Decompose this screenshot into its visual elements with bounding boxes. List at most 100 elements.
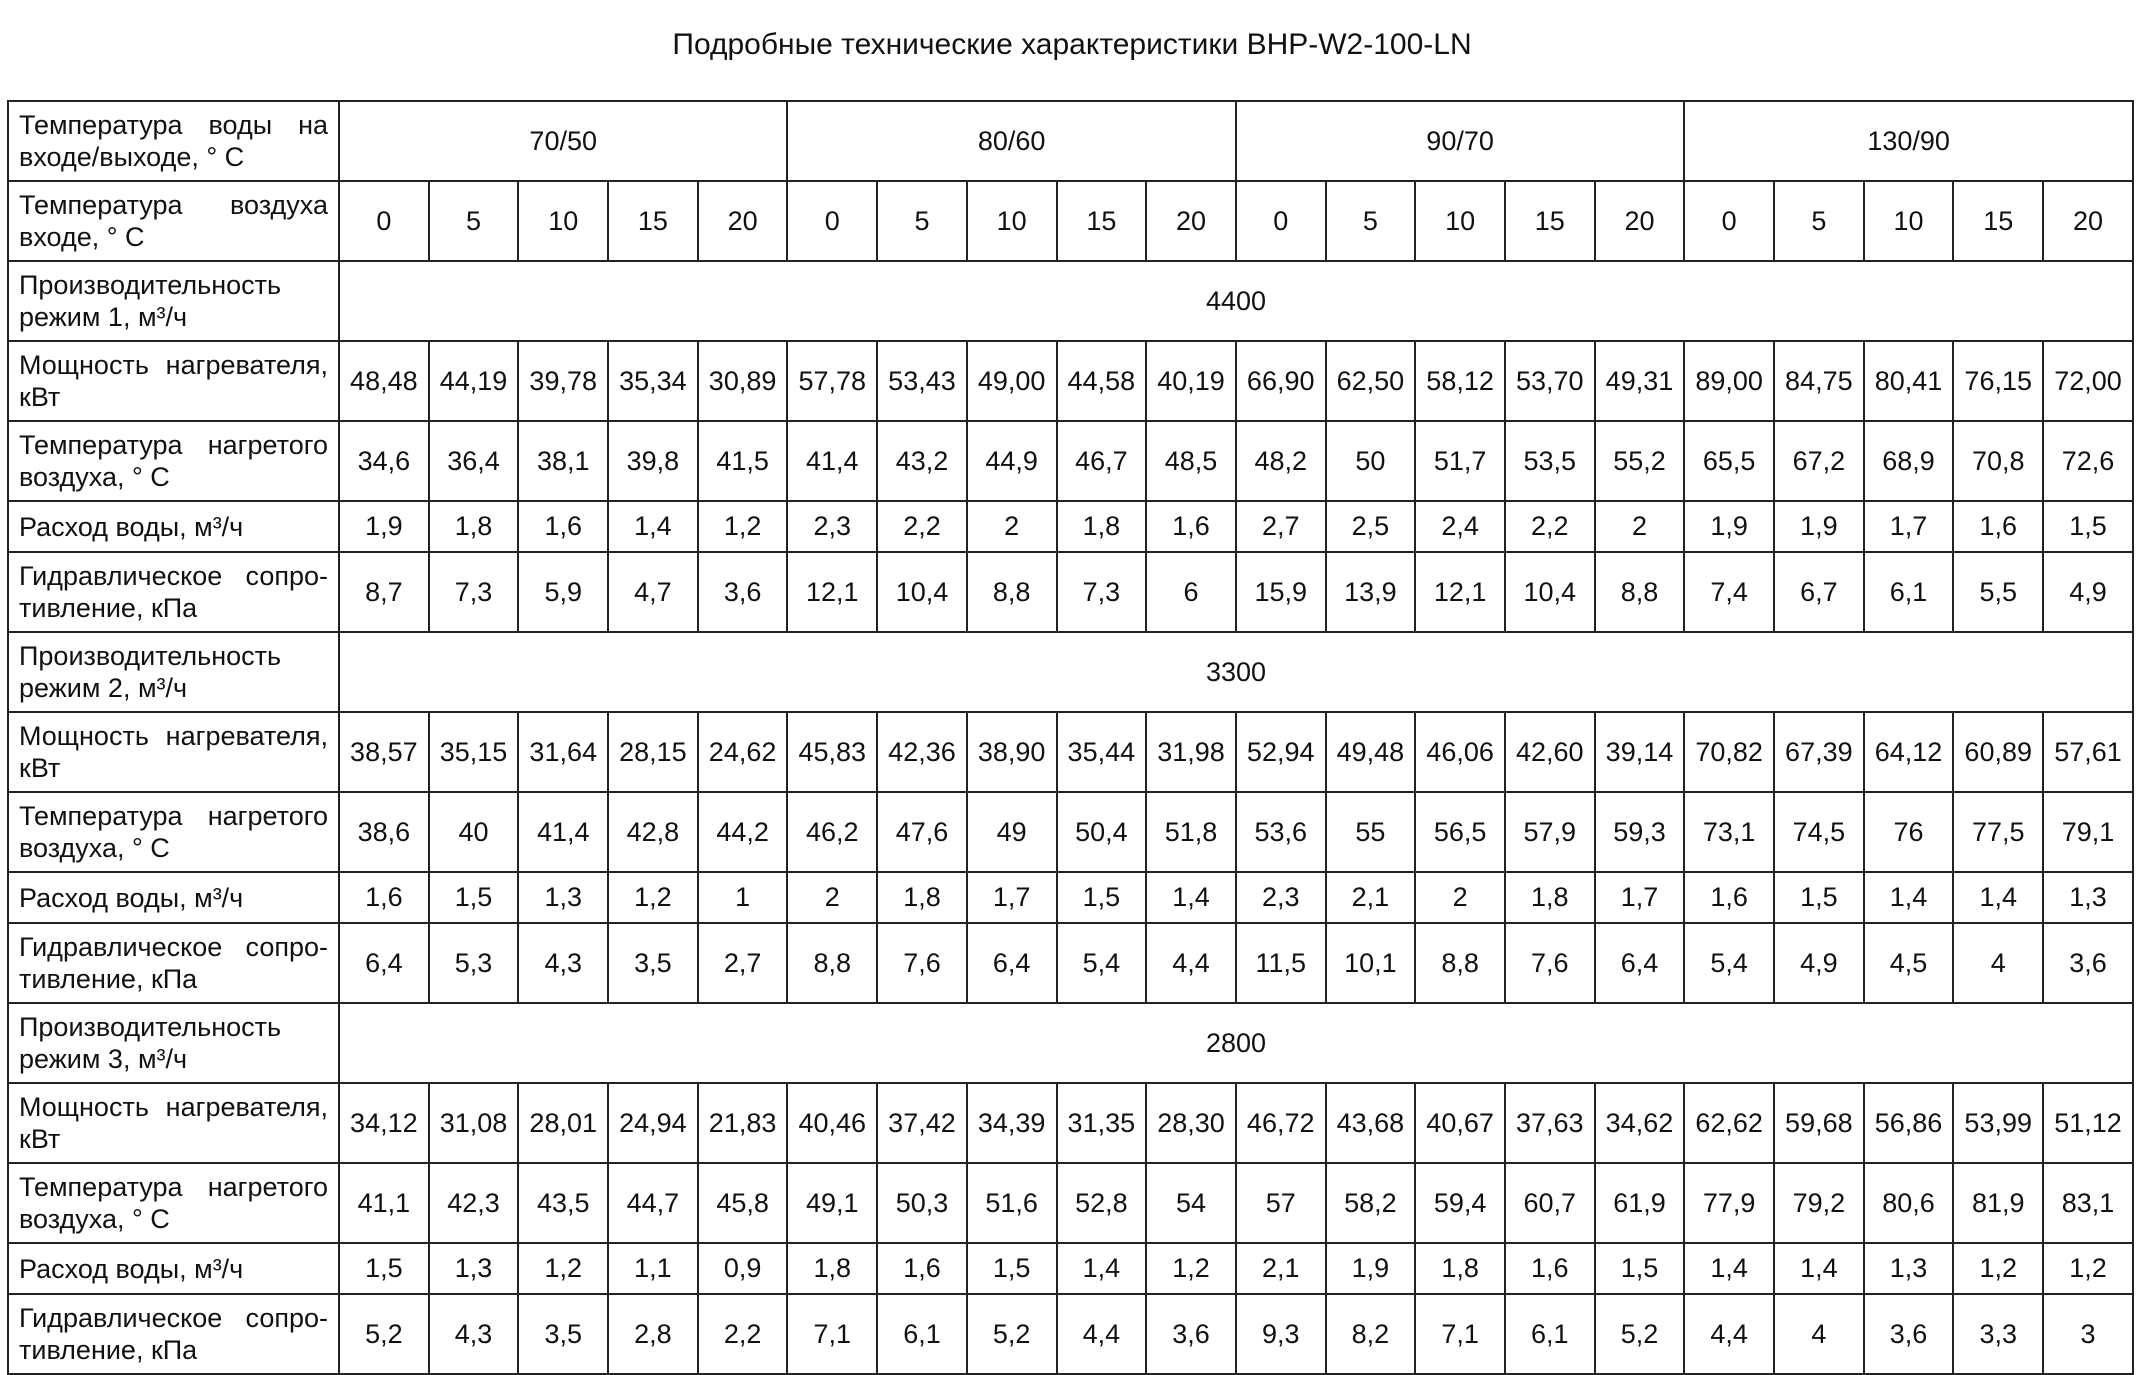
table-cell: 12,1 xyxy=(1414,551,1506,633)
table-cell: 50,4 xyxy=(1055,791,1148,873)
table-cell: 5,9 xyxy=(517,551,610,633)
table-cell: 35,34 xyxy=(607,340,699,422)
table-row: Температура нагретого воздуха, ° С 41,1 42… xyxy=(7,1162,2134,1244)
column-header: 20 xyxy=(2042,180,2134,262)
table-cell: 1,5 xyxy=(965,1242,1058,1295)
table-cell: 39,14 xyxy=(1593,711,1686,793)
table-cell: 8,2 xyxy=(1324,1293,1417,1375)
column-header: 15 xyxy=(1503,180,1596,262)
title: Подробные технические характеристики BHP… xyxy=(672,28,1472,61)
table-cell: 7,3 xyxy=(1055,551,1148,633)
table-cell: 39,78 xyxy=(517,340,610,422)
table-row: Мощность нагревателя, кВт 34,12 31,08 28,01… xyxy=(7,1082,2134,1164)
table-cell: 83,1 xyxy=(2042,1162,2134,1244)
table-cell: 77,9 xyxy=(1683,1162,1775,1244)
table-cell: 2,1 xyxy=(1324,871,1417,924)
column-header: 5 xyxy=(876,180,968,262)
table-cell: 1,7 xyxy=(1593,871,1686,924)
table-row: Расход воды, м³/ч 1,9 1,8 1,6 1,4 1,2 2,3 2,2 2 1… xyxy=(7,500,2134,553)
table-cell: 81,9 xyxy=(1952,1162,2045,1244)
table-cell: 72,00 xyxy=(2042,340,2134,422)
table-cell: 2 xyxy=(786,871,879,924)
table-cell: 1,6 xyxy=(1503,1242,1596,1295)
column-header: 15 xyxy=(607,180,699,262)
table-cell: 5,4 xyxy=(1683,922,1775,1004)
column-header: 10 xyxy=(1414,180,1506,262)
table-cell: 49,48 xyxy=(1324,711,1417,793)
table-cell: 51,8 xyxy=(1145,791,1237,873)
table-cell: 4 xyxy=(1952,922,2045,1004)
table-cell: 57,61 xyxy=(2042,711,2134,793)
row-label: Температура воздуха входе, ° С xyxy=(7,180,340,262)
table-cell: 3,6 xyxy=(1145,1293,1237,1375)
table-cell: 60,89 xyxy=(1952,711,2045,793)
table-cell: 15,9 xyxy=(1234,551,1327,633)
table-cell: 2,7 xyxy=(696,922,789,1004)
table-cell: 6,1 xyxy=(1862,551,1955,633)
table-cell: 46,06 xyxy=(1414,711,1506,793)
column-header: 5 xyxy=(1773,180,1865,262)
table-cell: 59,3 xyxy=(1593,791,1686,873)
table-cell: 1,6 xyxy=(876,1242,968,1295)
table-cell: 58,12 xyxy=(1414,340,1506,422)
table-row: Гидравлическое сопро-тивление, кПа 6,4 5,3… xyxy=(7,922,2134,1004)
table-cell: 42,60 xyxy=(1503,711,1596,793)
table-cell: 7,1 xyxy=(786,1293,879,1375)
table-cell: 1,8 xyxy=(1055,500,1148,553)
table-cell: 53,70 xyxy=(1503,340,1596,422)
table-cell: 79,2 xyxy=(1773,1162,1865,1244)
table-cell: 2,3 xyxy=(1234,871,1327,924)
table-cell: 6,1 xyxy=(876,1293,968,1375)
table-cell: 34,39 xyxy=(965,1082,1058,1164)
column-header: 0 xyxy=(1683,180,1775,262)
table-cell: 89,00 xyxy=(1683,340,1775,422)
column-header: 5 xyxy=(1324,180,1417,262)
table-cell: 37,63 xyxy=(1503,1082,1596,1164)
table-row: Производительность режим 2, м³/ч 3300 xyxy=(7,631,2134,713)
group-header: 90/70 xyxy=(1234,100,1686,182)
table-cell: 2,4 xyxy=(1414,500,1506,553)
table-row: Температура воздуха входе, ° С 0 5 10 15 20 0 5… xyxy=(7,180,2134,262)
table-cell: 70,8 xyxy=(1952,420,2045,502)
table-cell: 5,2 xyxy=(338,1293,430,1375)
table-cell: 8,8 xyxy=(1593,551,1686,633)
table-cell: 7,1 xyxy=(1414,1293,1506,1375)
table-cell: 51,7 xyxy=(1414,420,1506,502)
table-cell: 40 xyxy=(427,791,520,873)
table-cell: 43,5 xyxy=(517,1162,610,1244)
table-cell: 46,72 xyxy=(1234,1082,1327,1164)
column-header: 20 xyxy=(1145,180,1237,262)
table-cell: 4,7 xyxy=(607,551,699,633)
table-cell: 80,6 xyxy=(1862,1162,1955,1244)
table-cell: 2 xyxy=(965,500,1058,553)
table-cell: 3,6 xyxy=(2042,922,2134,1004)
row-label: Мощность нагревателя, кВт xyxy=(7,1082,340,1164)
table-cell: 1,9 xyxy=(1773,500,1865,553)
table-cell: 52,94 xyxy=(1234,711,1327,793)
table-cell: 9,3 xyxy=(1234,1293,1327,1375)
table-cell: 67,2 xyxy=(1773,420,1865,502)
table-cell: 38,1 xyxy=(517,420,610,502)
column-header: 0 xyxy=(1234,180,1327,262)
table-cell: 2,2 xyxy=(1503,500,1596,553)
table-cell: 1,6 xyxy=(517,500,610,553)
table-cell: 59,4 xyxy=(1414,1162,1506,1244)
table-cell: 46,7 xyxy=(1055,420,1148,502)
section-label: Производительность режим 2, м³/ч xyxy=(7,631,340,713)
table-cell: 49,00 xyxy=(965,340,1058,422)
table-cell: 1,4 xyxy=(1055,1242,1148,1295)
row-label: Температура нагретого воздуха, ° С xyxy=(7,420,340,502)
table-cell: 3 xyxy=(2042,1293,2134,1375)
table-cell: 0,9 xyxy=(696,1242,789,1295)
table-cell: 2 xyxy=(1593,500,1686,553)
table-cell: 53,5 xyxy=(1503,420,1596,502)
table-cell: 21,83 xyxy=(696,1082,789,1164)
group-header: 80/60 xyxy=(786,100,1237,182)
table-cell: 31,64 xyxy=(517,711,610,793)
section-value: 3300 xyxy=(338,631,2134,713)
table-cell: 7,4 xyxy=(1683,551,1775,633)
table-cell: 1,9 xyxy=(338,500,430,553)
table-cell: 56,5 xyxy=(1414,791,1506,873)
table-row: Температура нагретого воздуха, ° С 38,6 40… xyxy=(7,791,2134,873)
column-header: 15 xyxy=(1055,180,1148,262)
